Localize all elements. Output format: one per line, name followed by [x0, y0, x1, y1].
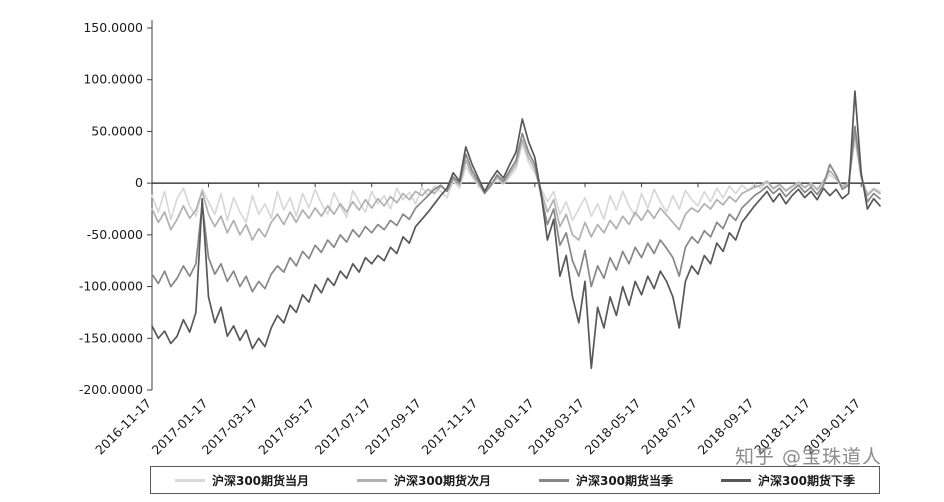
- x-tick-label: 2017-05-17: [255, 396, 317, 458]
- legend-swatch-next-month: [356, 478, 387, 482]
- y-tick-label: 0: [135, 175, 143, 190]
- x-tick-label: 2017-11-17: [418, 396, 480, 458]
- series-line-current-quarter: [151, 125, 881, 293]
- legend-label-current-quarter: 沪深300期货当季: [575, 473, 674, 488]
- legend-swatch-current-quarter: [538, 478, 569, 482]
- legend-label-next-month: 沪深300期货次月: [393, 473, 492, 488]
- y-tick-label: -50.0000: [87, 227, 143, 242]
- y-tick-label: 150.0000: [83, 20, 143, 35]
- watermark: 知乎 @宝珠道人: [734, 446, 882, 468]
- legend-item-next-quarter: 沪深300期货下季: [720, 472, 856, 489]
- legend-label-next-quarter: 沪深300期货下季: [757, 473, 856, 488]
- legend-swatch-next-quarter: [720, 478, 751, 482]
- x-tick-label: 2018-05-17: [582, 396, 644, 458]
- chart-legend: 沪深300期货当月 沪深300期货次月 沪深300期货当季 沪深300期货下季: [150, 466, 880, 494]
- y-tick-label: 100.0000: [83, 72, 143, 87]
- y-tick-label: -100.0000: [79, 279, 143, 294]
- legend-swatch-current-month: [174, 478, 205, 482]
- series-line-next-month: [151, 132, 881, 241]
- legend-item-next-month: 沪深300期货次月: [356, 472, 492, 489]
- series-line-current-month: [151, 138, 881, 224]
- legend-label-current-month: 沪深300期货当月: [211, 473, 310, 488]
- y-tick-label: 50.0000: [91, 123, 143, 138]
- y-tick-label: -200.0000: [79, 382, 143, 397]
- legend-item-current-month: 沪深300期货当月: [174, 472, 310, 489]
- x-tick-label: 2018-07-17: [638, 396, 700, 458]
- x-tick-label: 2016-11-17: [92, 396, 154, 458]
- legend-item-current-quarter: 沪深300期货当季: [538, 472, 674, 489]
- series-line-next-quarter: [151, 90, 881, 370]
- y-tick-label: -150.0000: [79, 330, 143, 345]
